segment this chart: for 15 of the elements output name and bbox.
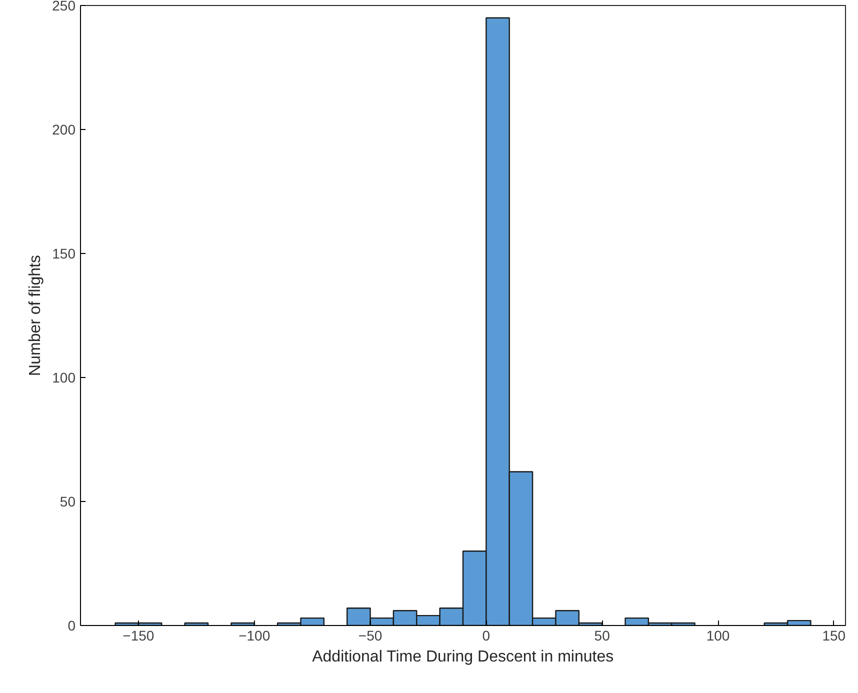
- x-tick-label: −50: [358, 628, 382, 644]
- x-tick-label: −150: [122, 628, 154, 644]
- y-tick-label: 250: [52, 0, 76, 14]
- x-tick-label: 150: [822, 628, 846, 644]
- x-axis-title: Additional Time During Descent in minutes: [312, 648, 614, 666]
- y-tick-label: 0: [68, 618, 76, 634]
- y-tick-label: 50: [60, 494, 76, 510]
- y-tick-label: 200: [52, 122, 76, 138]
- y-tick-label: 100: [52, 370, 76, 386]
- y-tick-label: 150: [52, 246, 76, 262]
- x-tick-label: 0: [482, 628, 490, 644]
- x-tick-label: 100: [706, 628, 730, 644]
- y-axis-title: Number of flights: [27, 255, 44, 376]
- x-tick-label: −100: [238, 628, 270, 644]
- x-tick-label: 50: [594, 628, 610, 644]
